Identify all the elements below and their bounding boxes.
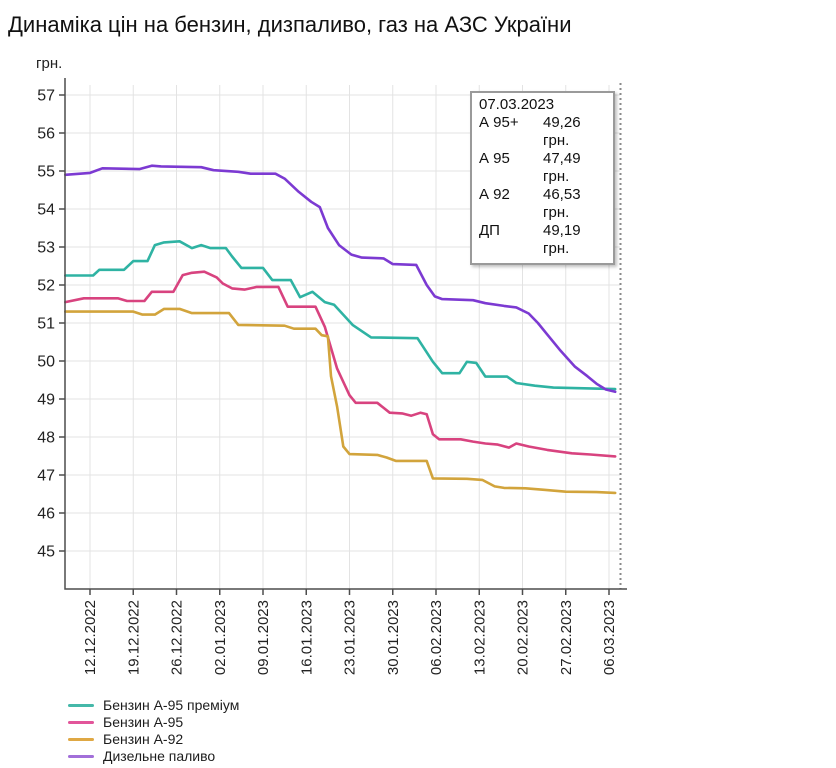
y-tick-label: 46 — [37, 506, 55, 523]
legend-item[interactable]: Бензин А-95 преміум — [68, 698, 239, 713]
tooltip-fuel-value: 47,49 грн. — [543, 150, 581, 185]
x-tick-label: 27.02.2023 — [558, 600, 575, 675]
axis-lines — [64, 78, 627, 590]
x-tick-label: 13.02.2023 — [471, 600, 488, 675]
legend-label: Дизельне паливо — [103, 748, 216, 764]
y-tick-label: 45 — [37, 544, 55, 561]
x-tick-label: 02.01.2023 — [212, 600, 229, 675]
y-tick-label: 54 — [37, 202, 55, 219]
legend-item[interactable]: Бензин А-95 — [68, 715, 239, 730]
tooltip-fuel-label: А 92 — [479, 186, 510, 203]
series-line[interactable] — [64, 240, 617, 391]
tooltip-row: А 92 46,53 грн. — [479, 186, 606, 222]
x-tick-label: 16.01.2023 — [298, 600, 315, 675]
tooltip-row: ДП 49,19 грн. — [479, 222, 606, 258]
x-tick-label: 20.02.2023 — [515, 600, 532, 675]
tooltip-fuel-label: А 95+ — [479, 114, 519, 131]
x-tick-label: 06.03.2023 — [601, 600, 618, 675]
tooltip-fuel-value: 49,19 грн. — [543, 222, 581, 257]
y-tick-label: 55 — [37, 164, 55, 181]
page-title: Динаміка цін на бензин, дизпаливо, газ н… — [8, 12, 572, 37]
series-line[interactable] — [64, 270, 617, 458]
x-tick-label: 12.12.2022 — [82, 600, 99, 675]
legend-line-swatch — [68, 755, 94, 758]
y-axis-unit-label: грн. — [36, 55, 63, 72]
x-tick-label: 26.12.2022 — [169, 600, 186, 675]
tooltip-fuel-label: ДП — [479, 222, 500, 239]
legend-line-swatch — [68, 738, 94, 741]
chart-legend: Бензин А-95 преміум Бензин А-95 Бензин А-9… — [68, 698, 239, 764]
x-tick-label: 09.01.2023 — [255, 600, 272, 675]
tooltip-fuel-label: А 95 — [479, 150, 510, 167]
y-tick-label: 48 — [37, 430, 55, 447]
legend-line-swatch — [68, 704, 94, 707]
x-tick-label: 19.12.2022 — [125, 600, 142, 675]
y-tick-label: 49 — [37, 392, 55, 409]
tooltip-date: 07.03.2023 — [479, 96, 555, 113]
series-line[interactable] — [64, 164, 617, 394]
y-tick-label: 57 — [37, 88, 55, 105]
y-tick-label: 52 — [37, 278, 55, 295]
series-line[interactable] — [64, 307, 617, 495]
tooltip-fuel-value: 46,53 грн. — [543, 186, 581, 221]
x-tick-label: 23.01.2023 — [342, 600, 359, 675]
legend-label: Бензин А-92 — [103, 731, 184, 747]
y-tick-label: 47 — [37, 468, 55, 485]
y-tick-label: 53 — [37, 240, 55, 257]
tooltip-row: А 95+ 49,26 грн. — [479, 114, 606, 150]
y-tick-label: 50 — [37, 354, 55, 371]
x-tick-label: 30.01.2023 — [385, 600, 402, 675]
legend-line-swatch — [68, 721, 94, 724]
x-tick-label: 06.02.2023 — [428, 600, 445, 675]
y-tick-label: 56 — [37, 126, 55, 143]
tooltip-rows: А 95+ 49,26 грн. А 95 47,49 грн. А 92 46,53 г… — [479, 114, 606, 258]
y-tick-label: 51 — [37, 316, 55, 333]
legend-label: Бензин А-95 преміум — [103, 697, 240, 713]
legend-item[interactable]: Бензин А-92 — [68, 732, 239, 747]
legend-item[interactable]: Дизельне паливо — [68, 749, 239, 764]
price-tooltip: 07.03.2023 А 95+ 49,26 грн. А 95 47,49 грн.… — [470, 91, 615, 265]
tooltip-fuel-value: 49,26 грн. — [543, 114, 581, 149]
tooltip-row: А 95 47,49 грн. — [479, 150, 606, 186]
legend-label: Бензин А-95 — [103, 714, 184, 730]
